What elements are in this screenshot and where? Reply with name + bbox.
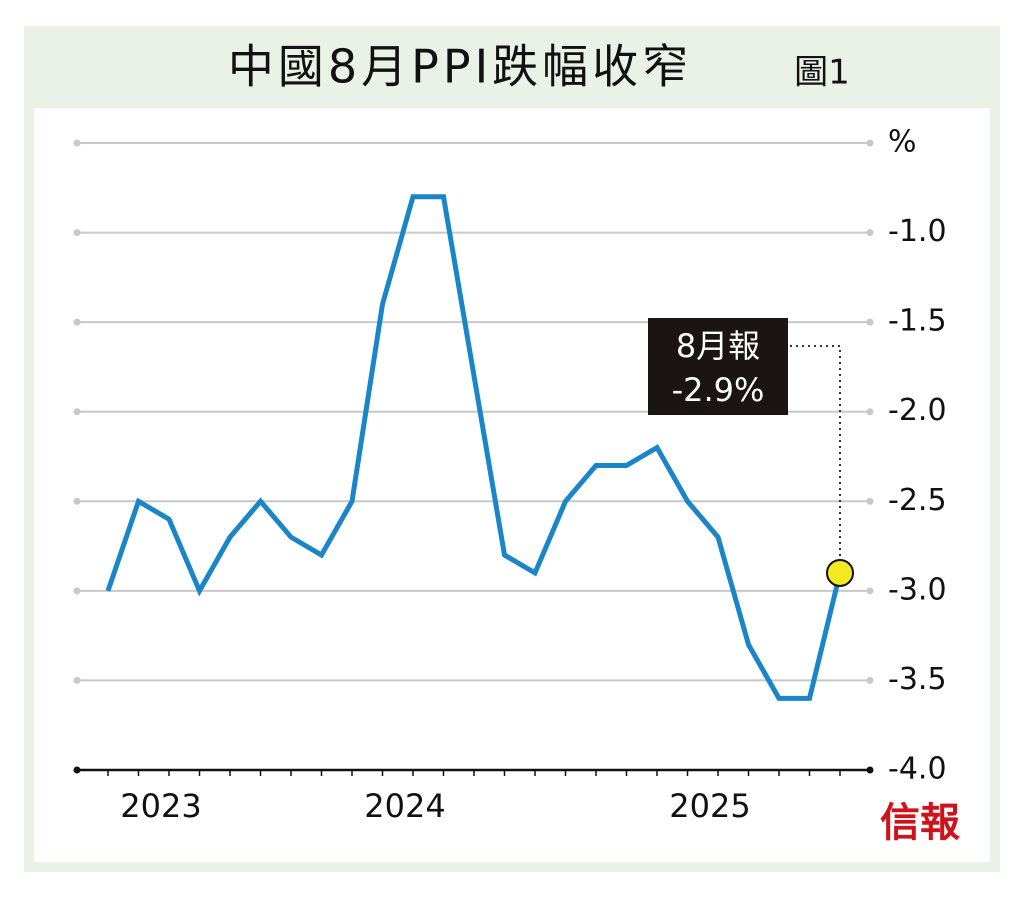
y-tick-label: -1.0 xyxy=(888,214,947,249)
y-tick-label: -2.5 xyxy=(888,483,947,518)
grid-dot xyxy=(73,229,81,237)
data-line xyxy=(105,194,843,701)
highlight-point xyxy=(826,558,854,587)
grid-dot xyxy=(866,139,874,147)
x-tick-label: 2025 xyxy=(669,787,750,825)
grid-dot xyxy=(73,766,81,774)
grid-dot xyxy=(73,408,81,416)
annotation-box xyxy=(648,318,788,415)
grid-dot xyxy=(866,766,874,774)
y-tick-label: -1.5 xyxy=(888,304,947,339)
grid-dot xyxy=(73,676,81,684)
chart-title: 中國8月PPI跌幅收窄 xyxy=(228,40,692,94)
grid-dot xyxy=(73,318,81,326)
plot-panel xyxy=(34,108,990,862)
source-logo: 信報 xyxy=(880,799,960,846)
y-tick-label: -4.0 xyxy=(888,752,947,787)
grid-dot xyxy=(866,587,874,595)
y-tick-label: % xyxy=(888,125,917,160)
annotation-label: -2.9% xyxy=(672,371,765,409)
y-tick-label: -3.0 xyxy=(888,572,947,607)
grid-dot xyxy=(866,676,874,684)
grid-dot xyxy=(866,408,874,416)
y-tick-label: -2.0 xyxy=(888,393,947,428)
grid-dot xyxy=(73,139,81,147)
grid-dot xyxy=(73,587,81,595)
figure-label: 圖1 xyxy=(794,53,850,93)
x-tick-label: 2023 xyxy=(120,787,201,825)
grid-dot xyxy=(866,318,874,326)
annotation-title: 8月報 xyxy=(676,327,760,365)
x-tick-label: 2024 xyxy=(364,787,445,825)
grid-dot xyxy=(73,497,81,505)
grid-dot xyxy=(866,497,874,505)
annotation-leader xyxy=(790,345,841,560)
y-tick-label: -3.5 xyxy=(888,662,947,697)
grid-dot xyxy=(866,229,874,237)
